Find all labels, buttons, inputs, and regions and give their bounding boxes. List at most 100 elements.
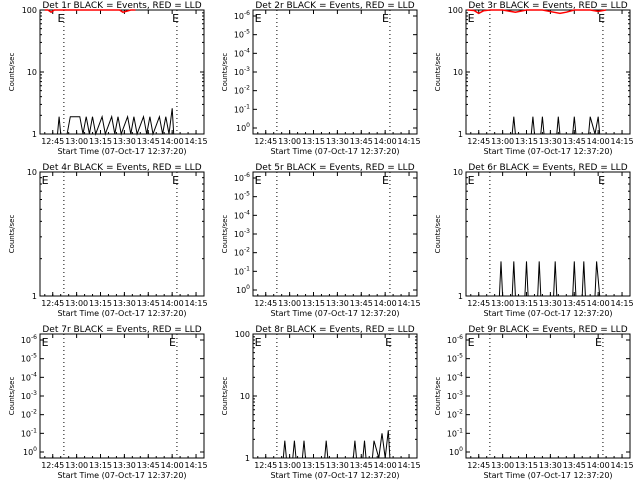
x-axis-label: Start Time (07-Oct-17 12:37:20) [270,309,399,318]
x-tick-label: 13:00 [278,461,301,470]
x-tick-label: 14:00 [587,137,610,146]
y-tick-label: 10-6 [447,334,463,345]
x-tick-label: 14:15 [398,461,421,470]
x-tick-label: 14:00 [161,461,184,470]
x-tick-label: 13:15 [515,137,538,146]
y-tick-label: 10 [453,168,463,177]
y-tick-label: 10-2 [234,247,250,258]
chart-title: Det 8r BLACK = Events, RED = LLD [255,325,414,335]
y-tick-label: 10-4 [234,209,250,220]
y-tick-label: 100 [448,6,463,15]
x-tick-label: 13:45 [350,299,373,308]
y-tick-label: 100 [236,122,250,133]
y-tick-label: 10-2 [447,409,463,420]
plot-frame [39,9,205,135]
event-marker-label: E [255,174,262,187]
x-tick-label: 13:30 [326,299,349,308]
x-tick-label: 13:00 [491,137,514,146]
x-tick-label: 13:30 [113,299,136,308]
event-marker-label: E [468,336,475,349]
y-tick-label: 10 [27,168,37,177]
x-tick-label: 13:00 [65,299,88,308]
x-tick-label: 13:30 [326,137,349,146]
y-tick-label: 100 [235,330,250,339]
y-tick-label: 10-4 [447,371,463,382]
plot-frame [252,171,418,297]
y-tick-label: 10-3 [234,66,250,77]
chart-title: Det 3r BLACK = Events, RED = LLD [468,1,627,11]
x-tick-label: 12:45 [254,137,277,146]
x-tick-label: 13:00 [65,137,88,146]
x-tick-label: 13:15 [89,461,112,470]
chart-title: Det 1r BLACK = Events, RED = LLD [42,1,201,11]
x-tick-label: 13:15 [302,461,325,470]
x-tick-label: 14:00 [587,461,610,470]
y-tick-label: 10-1 [234,265,250,276]
x-tick-label: 14:00 [161,299,184,308]
lld-series-line [44,9,136,14]
y-tick-label: 10 [240,392,250,401]
x-tick-label: 12:45 [467,461,490,470]
plot-frame [39,333,205,459]
events-series-line [498,261,601,297]
x-tick-label: 13:30 [539,299,562,308]
x-axis-label: Start Time (07-Oct-17 12:37:20) [483,147,612,156]
x-tick-label: 14:15 [611,137,634,146]
y-tick-label: 1 [32,130,37,139]
x-tick-label: 13:00 [491,461,514,470]
x-tick-label: 13:15 [515,299,538,308]
y-tick-label: 10-2 [234,85,250,96]
plot-frame [465,171,631,297]
x-axis-label: Start Time (07-Oct-17 12:37:20) [483,471,612,480]
y-tick-label: 10-6 [21,334,37,345]
event-marker-label: E [382,12,389,25]
y-tick-label: 1 [32,292,37,301]
x-tick-label: 14:15 [185,299,208,308]
x-tick-label: 14:15 [398,299,421,308]
chart-title: Det 9r BLACK = Events, RED = LLD [468,325,627,335]
x-axis-label: Start Time (07-Oct-17 12:37:20) [270,147,399,156]
event-marker-label: E [42,336,49,349]
y-axis-label: Counts/sec [221,53,229,92]
event-marker-label: E [255,336,262,349]
x-tick-label: 12:45 [41,299,64,308]
event-marker-label: E [468,12,475,25]
y-tick-label: 10-5 [234,29,250,40]
event-marker-label: E [42,174,49,187]
x-tick-label: 13:30 [113,137,136,146]
x-tick-label: 14:15 [611,299,634,308]
x-tick-label: 13:00 [278,137,301,146]
y-tick-label: 10-4 [234,47,250,58]
x-tick-label: 13:45 [350,137,373,146]
x-tick-label: 13:30 [113,461,136,470]
event-marker-label: E [58,12,65,25]
y-axis-label: Counts/sec [221,377,229,416]
y-tick-label: 10-5 [234,191,250,202]
event-marker-label: E [382,174,389,187]
x-tick-label: 13:15 [89,299,112,308]
x-tick-label: 13:30 [326,461,349,470]
x-axis-label: Start Time (07-Oct-17 12:37:20) [57,309,186,318]
x-tick-label: 13:45 [563,461,586,470]
y-axis-label: Counts/sec [8,377,16,416]
event-marker-label: E [598,12,605,25]
event-marker-label: E [169,336,176,349]
plot-frame [465,9,631,135]
chart-title: Det 7r BLACK = Events, RED = LLD [42,325,201,335]
y-axis-label: Counts/sec [434,377,442,416]
chart-title: Det 2r BLACK = Events, RED = LLD [255,1,414,11]
y-tick-label: 10-3 [447,390,463,401]
y-tick-label: 100 [236,284,250,295]
x-tick-label: 13:45 [137,299,160,308]
event-marker-label: E [255,12,262,25]
chart-title: Det 4r BLACK = Events, RED = LLD [42,163,201,173]
plot-frame [252,9,418,135]
event-marker-label: E [598,174,605,187]
y-tick-label: 10-1 [21,427,37,438]
lld-series-line [467,9,607,15]
x-tick-label: 14:15 [185,461,208,470]
x-tick-label: 13:45 [563,299,586,308]
y-axis-label: Counts/sec [8,53,16,92]
